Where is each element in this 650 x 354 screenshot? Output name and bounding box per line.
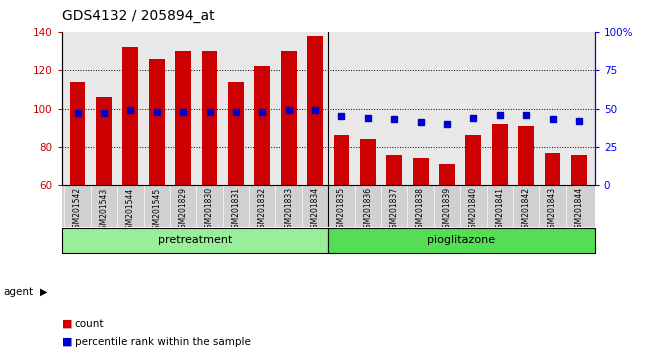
Bar <box>96 97 112 185</box>
Text: GSM201836: GSM201836 <box>363 187 372 233</box>
Bar <box>545 153 560 185</box>
Text: GDS4132 / 205894_at: GDS4132 / 205894_at <box>62 9 214 23</box>
Text: GSM201545: GSM201545 <box>152 187 161 234</box>
Text: ■: ■ <box>62 337 72 347</box>
Text: GSM201830: GSM201830 <box>205 187 214 233</box>
Text: percentile rank within the sample: percentile rank within the sample <box>75 337 251 347</box>
Text: GSM201844: GSM201844 <box>575 187 584 233</box>
Text: GSM201832: GSM201832 <box>258 187 266 233</box>
Text: GSM201834: GSM201834 <box>311 187 320 233</box>
Bar <box>360 139 376 185</box>
Text: pioglitazone: pioglitazone <box>428 235 495 245</box>
Text: GSM201833: GSM201833 <box>284 187 293 233</box>
Bar <box>254 66 270 185</box>
Text: GSM201837: GSM201837 <box>390 187 398 233</box>
Bar <box>439 164 455 185</box>
Bar <box>307 36 323 185</box>
Text: ▶: ▶ <box>40 287 48 297</box>
Text: GSM201841: GSM201841 <box>495 187 504 233</box>
Text: GSM201544: GSM201544 <box>126 187 135 234</box>
Bar <box>571 154 587 185</box>
Bar <box>202 51 218 185</box>
Text: GSM201843: GSM201843 <box>548 187 557 233</box>
Text: GSM201542: GSM201542 <box>73 187 82 233</box>
Text: GSM201839: GSM201839 <box>443 187 452 233</box>
Bar <box>465 135 481 185</box>
Bar <box>413 158 428 185</box>
Text: agent: agent <box>3 287 33 297</box>
Text: GSM201838: GSM201838 <box>416 187 425 233</box>
Bar <box>122 47 138 185</box>
Bar <box>281 51 296 185</box>
Text: ■: ■ <box>62 319 72 329</box>
Text: GSM201840: GSM201840 <box>469 187 478 233</box>
Text: GSM201543: GSM201543 <box>99 187 109 234</box>
Text: GSM201842: GSM201842 <box>522 187 530 233</box>
Text: pretreatment: pretreatment <box>158 235 232 245</box>
Bar <box>176 51 191 185</box>
Bar <box>62 228 328 253</box>
Bar <box>228 82 244 185</box>
Text: GSM201829: GSM201829 <box>179 187 188 233</box>
Bar <box>386 154 402 185</box>
Bar <box>70 82 86 185</box>
Bar <box>328 228 595 253</box>
Text: GSM201831: GSM201831 <box>231 187 240 233</box>
Bar <box>333 135 349 185</box>
Text: count: count <box>75 319 104 329</box>
Bar <box>149 59 164 185</box>
Bar <box>518 126 534 185</box>
Bar <box>492 124 508 185</box>
Text: GSM201835: GSM201835 <box>337 187 346 233</box>
